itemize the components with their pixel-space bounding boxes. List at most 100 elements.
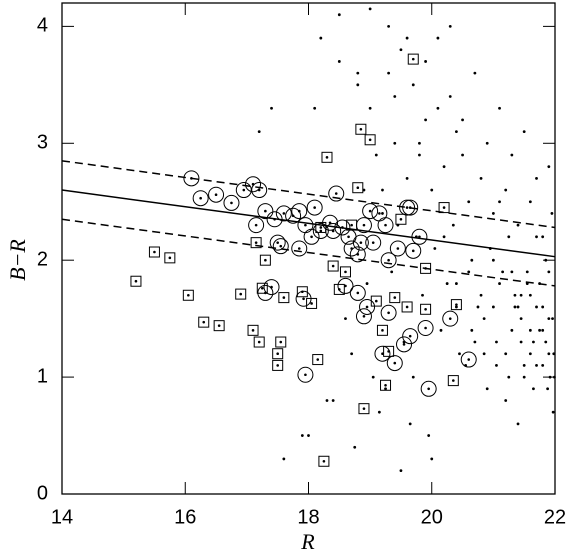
star-dot bbox=[495, 364, 498, 367]
star-dot bbox=[455, 305, 458, 309]
circle-marker bbox=[312, 222, 329, 239]
star-dot bbox=[547, 165, 551, 169]
star-dot bbox=[519, 317, 523, 321]
circle-marker bbox=[442, 310, 459, 327]
relation-line bbox=[61, 189, 556, 258]
star-dot bbox=[548, 375, 552, 379]
star-dot bbox=[337, 13, 341, 17]
square-marker bbox=[321, 151, 333, 163]
star-dot bbox=[319, 36, 323, 40]
star-dot bbox=[467, 200, 471, 204]
circle-marker bbox=[349, 284, 366, 301]
star-dot bbox=[551, 410, 555, 414]
star-dot bbox=[544, 258, 548, 262]
star-dot bbox=[485, 387, 489, 391]
circle-marker bbox=[303, 228, 320, 245]
star-dot bbox=[510, 153, 514, 157]
star-dot bbox=[344, 317, 347, 321]
star-dot bbox=[491, 305, 495, 309]
star-dot bbox=[282, 457, 286, 461]
star-dot bbox=[390, 270, 394, 274]
star-dot bbox=[451, 223, 455, 227]
star-dot bbox=[513, 293, 517, 297]
star-dot bbox=[552, 375, 556, 379]
star-dot bbox=[544, 340, 548, 344]
star-dot bbox=[535, 235, 538, 239]
square-marker bbox=[130, 275, 142, 287]
star-dot bbox=[368, 7, 372, 11]
star-dot bbox=[442, 235, 446, 239]
x-axis-label: R bbox=[300, 529, 315, 554]
circle-marker bbox=[402, 328, 419, 345]
circle-marker bbox=[297, 366, 314, 383]
star-dot bbox=[532, 340, 535, 344]
circle-marker bbox=[389, 240, 406, 257]
circle-marker bbox=[374, 345, 391, 362]
star-dot bbox=[482, 317, 486, 321]
x-tick-label: 22 bbox=[544, 506, 566, 528]
star-dot bbox=[510, 328, 514, 332]
star-dot bbox=[439, 328, 443, 332]
star-dot bbox=[535, 176, 538, 180]
star-dot bbox=[353, 445, 357, 449]
circle-marker bbox=[297, 217, 314, 234]
star-dot bbox=[547, 317, 551, 321]
square-marker bbox=[164, 252, 176, 264]
circle-marker bbox=[420, 380, 437, 397]
star-dot bbox=[374, 153, 378, 157]
star-dot bbox=[541, 235, 545, 239]
star-dot bbox=[504, 188, 508, 192]
square-marker bbox=[380, 379, 392, 391]
square-marker bbox=[389, 292, 401, 304]
circle-marker bbox=[405, 242, 422, 259]
square-marker bbox=[333, 283, 345, 295]
circle-marker bbox=[248, 217, 265, 234]
star-dot bbox=[510, 270, 514, 274]
star-dot bbox=[313, 106, 317, 110]
circle-marker bbox=[411, 228, 428, 245]
star-dot bbox=[528, 352, 532, 356]
star-dot bbox=[270, 106, 273, 110]
circle-marker bbox=[352, 234, 369, 251]
square-marker bbox=[247, 324, 259, 336]
star-dot bbox=[516, 305, 520, 309]
square-marker bbox=[315, 221, 327, 233]
star-dot bbox=[476, 305, 480, 309]
star-dot bbox=[393, 141, 397, 145]
star-dot bbox=[513, 305, 517, 309]
star-dot bbox=[356, 83, 360, 87]
square-marker bbox=[376, 324, 388, 336]
circle-marker bbox=[365, 234, 382, 251]
circle-marker bbox=[251, 182, 268, 199]
square-marker bbox=[327, 260, 339, 272]
square-marker bbox=[278, 292, 290, 304]
circle-marker bbox=[380, 304, 397, 321]
star-dot bbox=[418, 153, 421, 157]
star-dot bbox=[393, 95, 397, 98]
star-dot bbox=[479, 293, 483, 297]
star-dot bbox=[436, 36, 440, 40]
x-tick-label: 20 bbox=[421, 506, 443, 528]
star-dot bbox=[504, 399, 508, 402]
x-tick-label: 18 bbox=[297, 506, 319, 528]
square-marker bbox=[395, 213, 407, 225]
square-marker bbox=[296, 286, 308, 298]
star-dot bbox=[550, 212, 554, 215]
circle-marker bbox=[263, 279, 280, 296]
star-dot bbox=[498, 200, 501, 204]
square-marker bbox=[235, 288, 247, 300]
square-marker bbox=[447, 375, 459, 387]
circle-marker bbox=[417, 319, 434, 336]
scatter-line bbox=[61, 218, 556, 287]
star-dot bbox=[411, 83, 415, 87]
circle-marker bbox=[192, 190, 209, 207]
star-dot bbox=[405, 176, 409, 180]
star-dot bbox=[368, 106, 372, 110]
star-dot bbox=[418, 141, 421, 145]
star-dot bbox=[538, 328, 541, 332]
star-dot bbox=[528, 200, 532, 204]
star-dot bbox=[350, 352, 354, 356]
star-dot bbox=[371, 375, 375, 379]
star-dot bbox=[448, 95, 452, 98]
circle-marker bbox=[371, 205, 388, 222]
